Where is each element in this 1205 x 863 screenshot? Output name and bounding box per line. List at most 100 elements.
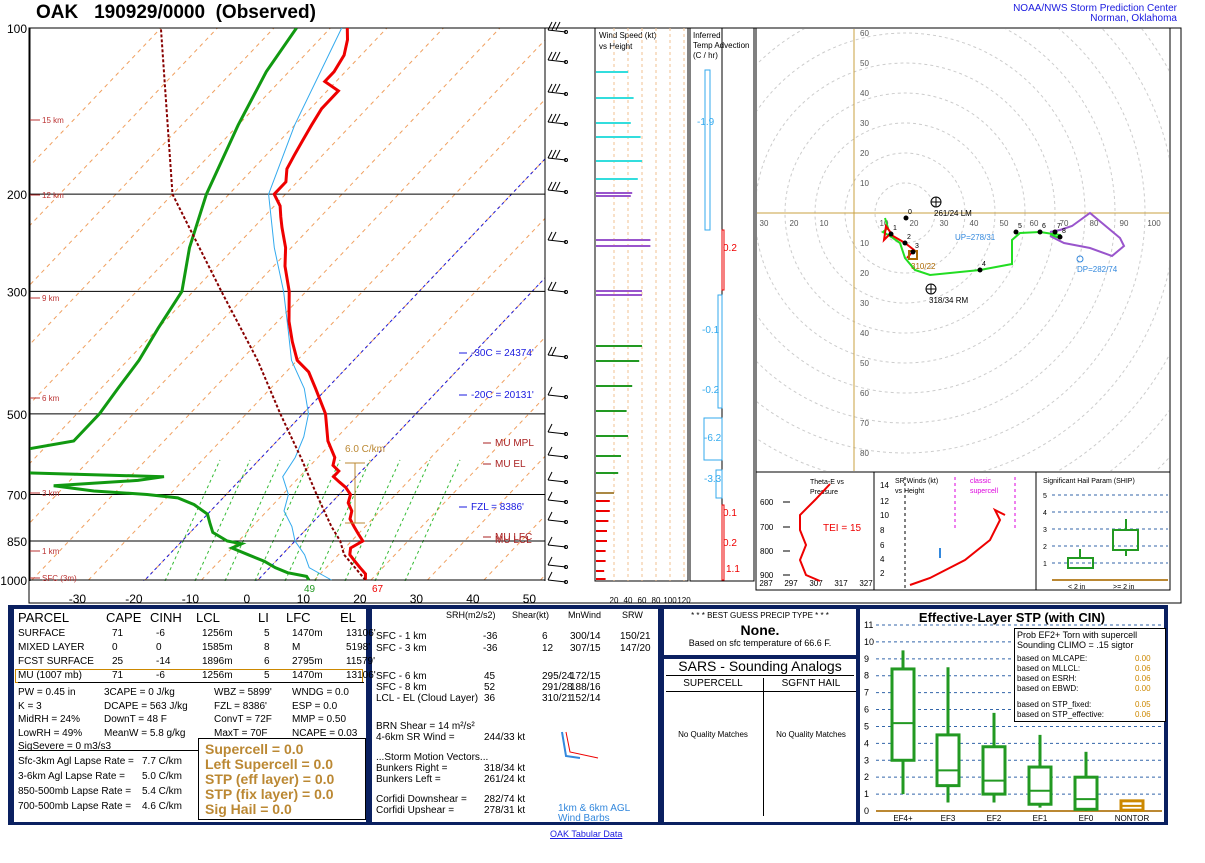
hodo-y-tick: 30 [860, 119, 869, 128]
parcel-cell: SURFACE [18, 628, 66, 639]
advection-value: -0.1 [702, 325, 720, 336]
sars-panel: SARS - Sounding Analogs SUPERCELL SGFNT … [666, 658, 856, 816]
parcel-cell: 0 [156, 642, 162, 653]
stp-basis-label: based on MLLCL: [1017, 664, 1081, 673]
kinematic-col-header: Shear(kt) [512, 610, 550, 620]
stp-y-tick: 8 [864, 671, 869, 681]
stp-box [1073, 751, 1099, 811]
parcel-col-header: LI [258, 610, 269, 625]
storm-motion-header: ...Storm Motion Vectors... [376, 752, 489, 763]
parcel-cell: 1470m [292, 670, 323, 681]
hodo-x-tick: 50 [1000, 219, 1009, 228]
hodo-point [902, 240, 908, 246]
parcel-col-header: LCL [196, 610, 220, 625]
org-credit: NOAA/NWS Storm Prediction Center Norman, … [1013, 3, 1177, 24]
parcel-cell: 8 [264, 642, 270, 653]
index-value: PW = 0.45 in [18, 687, 76, 698]
pressure-tick-label: 100 [7, 22, 27, 36]
hodo-y-tick: 30 [860, 299, 869, 308]
hodo-y-tick: 60 [860, 29, 869, 38]
index-value: MMP = 0.50 [292, 714, 347, 725]
srwinds-y-tick: 12 [880, 497, 889, 506]
fzl-label: FZL = 8386' [471, 502, 524, 513]
storm-motion-value: 318/34 kt [484, 763, 526, 774]
kinematic-cell: 150/21 [620, 631, 651, 642]
temp-tick-label: 20 [353, 592, 367, 606]
sfc-dewpoint-value: 49 [304, 584, 316, 595]
selected-parcel-highlight [15, 669, 363, 683]
parcel-cell: 71 [112, 628, 124, 639]
sars-supercell-header: SUPERCELL [683, 678, 743, 689]
stp-y-tick: 5 [864, 721, 869, 731]
hodo-point [1037, 229, 1043, 235]
pressure-tick-label: 200 [7, 188, 27, 202]
srwinds-y-tick: 10 [880, 511, 889, 520]
downshear-label: DP=282/74 [1077, 265, 1118, 274]
wind-barb [547, 21, 568, 34]
index-value: NCAPE = 0.03 [292, 727, 358, 739]
minus20-level: -20C = 20131' [471, 390, 534, 401]
pressure-tick-label: 300 [7, 285, 27, 299]
hodo-x-tick: 90 [1120, 219, 1129, 228]
wind-barb [547, 571, 568, 584]
index-value: 3CAPE = 0 J/kg [104, 687, 175, 698]
stp-basis-label: based on ESRH: [1017, 674, 1077, 683]
parcel-cell: MIXED LAYER [18, 642, 85, 653]
height-label: 12 km [42, 191, 64, 200]
stp-basis-value: 0.00 [1135, 684, 1151, 693]
wind-barb [547, 231, 568, 244]
wind-speed-tick: 20 [610, 596, 619, 605]
height-label: 3 km [42, 489, 60, 498]
hodo-point-label: 4 [982, 261, 986, 268]
mu-lcl-label: MU LCL [495, 535, 532, 546]
wind-barb [547, 446, 568, 459]
hodo-x-tick: 20 [910, 219, 919, 228]
mixing-ratio-line [254, 459, 311, 581]
parcel-cell: 1256m [202, 628, 233, 639]
stp-y-tick: 4 [864, 738, 869, 748]
index-value: DownT = 48 F [104, 714, 167, 725]
classic-label: classic [970, 478, 992, 485]
wind-barb [547, 83, 568, 96]
isotherm-line [30, 28, 444, 464]
parcel-cell: 13106' [346, 628, 376, 639]
isotherm-line [199, 217, 545, 581]
wind-barb [547, 181, 568, 194]
parcel-cell: 2795m [292, 656, 323, 667]
index-value: MaxT = 70F [214, 727, 268, 739]
hodo-x-tick: 10 [880, 219, 889, 228]
ship-panel: Significant Hail Param (SHIP) 5 4 3 2 1 < 2 in… [1035, 471, 1171, 591]
wind-speed-bar [596, 192, 633, 194]
wetbulb-profile [268, 28, 343, 581]
wind-speed-bar [596, 71, 628, 73]
parcel-cell: 5 [264, 628, 270, 639]
parcel-box [14, 609, 366, 822]
isotherm-line [30, 28, 162, 167]
wind-speed-bar [596, 560, 606, 562]
isotherm-line [30, 39, 545, 581]
hodo-y-tick: 70 [860, 419, 869, 428]
ship-box-large [1112, 529, 1139, 551]
lapse-value: 7.7 C/km [142, 756, 183, 767]
upshear-label: UP=278/31 [955, 233, 996, 242]
wind-barb [547, 511, 568, 524]
left-mover-label: 261/24 LM [934, 209, 972, 218]
isotherm-line [312, 336, 545, 581]
stp-basis-label: based on MLCAPE: [1017, 654, 1088, 663]
sars-hail-header: SGFNT HAIL [781, 678, 841, 689]
ship-lt-label: < 2 in [1068, 584, 1085, 591]
wind-speed-bar [596, 472, 619, 474]
tabular-data-link[interactable]: OAK Tabular Data [550, 829, 623, 839]
sfc-temp-value: 67 [372, 584, 384, 595]
temp-tick-label: 10 [297, 592, 311, 606]
hodo-point-label: 2 [907, 234, 911, 241]
hodo-point-label: 8 [1062, 228, 1066, 235]
kinematic-col-header: SRW [622, 610, 643, 620]
barbs-caption-2: Wind Barbs [558, 813, 610, 824]
hodo-y-tick: 50 [860, 59, 869, 68]
wind-speed-bar [596, 195, 631, 197]
lapse-label: 850-500mb Lapse Rate = [18, 786, 132, 797]
isotherm-line [143, 158, 545, 581]
parcel-cell: 71 [112, 670, 124, 681]
